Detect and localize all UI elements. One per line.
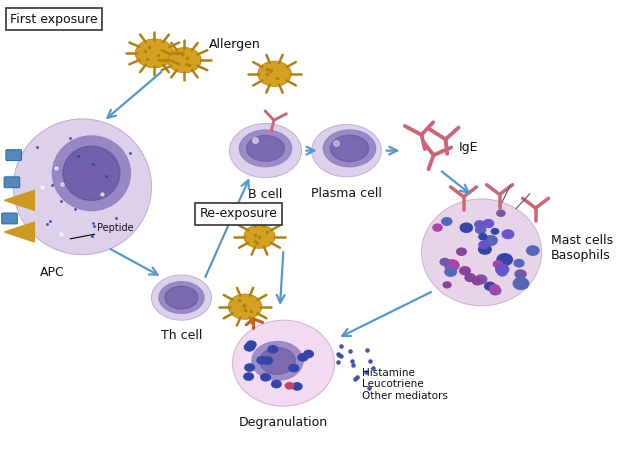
Circle shape — [502, 230, 514, 238]
Circle shape — [292, 383, 302, 390]
Circle shape — [245, 344, 255, 351]
Circle shape — [457, 248, 466, 255]
Ellipse shape — [159, 282, 204, 313]
Circle shape — [230, 123, 301, 178]
Circle shape — [268, 346, 278, 353]
Circle shape — [490, 285, 500, 292]
Circle shape — [475, 221, 484, 228]
Circle shape — [258, 61, 291, 86]
Circle shape — [244, 373, 253, 380]
Text: Re-exposure: Re-exposure — [200, 207, 277, 220]
Circle shape — [312, 124, 381, 177]
Circle shape — [289, 364, 299, 372]
Circle shape — [304, 350, 313, 358]
Circle shape — [513, 278, 529, 289]
Circle shape — [497, 254, 512, 265]
Circle shape — [465, 274, 475, 282]
Circle shape — [515, 270, 526, 278]
Ellipse shape — [422, 199, 542, 306]
Text: APC: APC — [40, 266, 65, 279]
Circle shape — [497, 210, 505, 216]
Circle shape — [285, 383, 294, 389]
Polygon shape — [4, 222, 34, 242]
Polygon shape — [4, 191, 34, 210]
Circle shape — [433, 224, 442, 231]
Ellipse shape — [165, 286, 198, 309]
Circle shape — [472, 278, 482, 285]
FancyBboxPatch shape — [4, 177, 20, 188]
Circle shape — [244, 225, 275, 248]
Circle shape — [527, 246, 539, 255]
Circle shape — [257, 357, 266, 364]
Circle shape — [491, 228, 499, 234]
Circle shape — [298, 354, 308, 361]
Circle shape — [271, 380, 281, 388]
Circle shape — [485, 282, 495, 290]
Circle shape — [461, 223, 472, 233]
Text: Mast cells
Basophils: Mast cells Basophils — [550, 234, 613, 262]
Ellipse shape — [233, 320, 334, 406]
Circle shape — [263, 357, 273, 364]
Ellipse shape — [63, 146, 120, 200]
Text: Histamine
Leucotriene
Other mediators: Histamine Leucotriene Other mediators — [361, 368, 447, 401]
Circle shape — [261, 374, 270, 381]
Circle shape — [152, 275, 212, 320]
Text: Plasma cell: Plasma cell — [311, 187, 382, 200]
Circle shape — [502, 255, 510, 261]
Text: IgE: IgE — [459, 141, 478, 153]
Text: First exposure: First exposure — [11, 13, 98, 25]
FancyBboxPatch shape — [6, 150, 21, 161]
Circle shape — [443, 282, 451, 288]
FancyBboxPatch shape — [2, 213, 17, 224]
Circle shape — [440, 258, 449, 265]
Circle shape — [483, 220, 494, 228]
Circle shape — [475, 226, 486, 234]
Text: B cell: B cell — [248, 188, 283, 201]
Circle shape — [479, 241, 489, 248]
Ellipse shape — [52, 136, 130, 211]
Circle shape — [442, 217, 452, 225]
Circle shape — [486, 236, 497, 244]
Text: Peptide: Peptide — [97, 223, 134, 233]
Circle shape — [135, 39, 173, 68]
Circle shape — [490, 287, 501, 295]
Ellipse shape — [246, 136, 285, 161]
Circle shape — [245, 364, 255, 371]
Circle shape — [475, 275, 487, 284]
Circle shape — [514, 259, 524, 267]
Ellipse shape — [260, 348, 295, 374]
Text: Degranulation: Degranulation — [239, 416, 328, 429]
Ellipse shape — [240, 130, 291, 167]
Ellipse shape — [13, 119, 152, 255]
Circle shape — [495, 264, 509, 274]
Text: Allergen: Allergen — [208, 38, 260, 51]
Circle shape — [498, 269, 507, 276]
Circle shape — [479, 245, 491, 254]
Circle shape — [228, 294, 262, 319]
Circle shape — [479, 234, 487, 240]
Circle shape — [445, 268, 456, 276]
Text: Th cell: Th cell — [161, 329, 202, 342]
Circle shape — [245, 344, 254, 351]
Circle shape — [460, 267, 470, 275]
Circle shape — [168, 47, 202, 73]
Ellipse shape — [252, 342, 303, 380]
Circle shape — [445, 260, 459, 271]
Circle shape — [494, 261, 502, 268]
Ellipse shape — [323, 130, 376, 167]
Ellipse shape — [330, 135, 369, 162]
Circle shape — [246, 341, 256, 348]
Circle shape — [484, 236, 497, 246]
